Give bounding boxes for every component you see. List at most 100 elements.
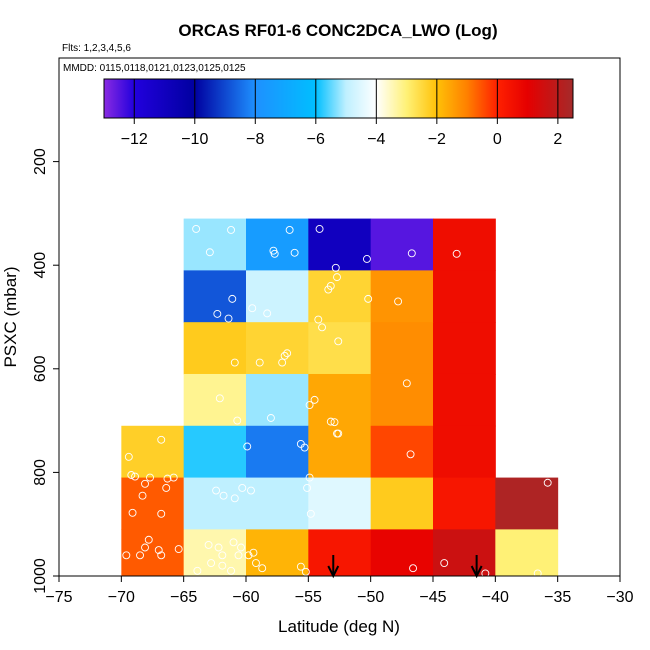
data-point bbox=[233, 416, 242, 425]
data-point bbox=[234, 551, 243, 560]
data-point bbox=[533, 569, 542, 576]
heatmap-cell bbox=[433, 218, 496, 271]
data-point bbox=[228, 294, 237, 303]
data-point bbox=[169, 473, 178, 482]
data-point bbox=[230, 494, 239, 503]
data-point bbox=[263, 309, 272, 318]
data-point bbox=[141, 479, 149, 488]
heatmap-cell bbox=[495, 529, 559, 576]
x-tick-label: −65 bbox=[170, 589, 197, 606]
data-point bbox=[314, 315, 323, 324]
data-point bbox=[407, 249, 416, 258]
heatmap-cell bbox=[308, 322, 372, 375]
data-point bbox=[258, 564, 267, 573]
data-point bbox=[218, 561, 227, 570]
data-point bbox=[440, 559, 449, 567]
colorbar-tick-label: 0 bbox=[493, 131, 502, 148]
heatmap-cells bbox=[121, 218, 559, 576]
colorbar-tick-label: −10 bbox=[181, 131, 208, 148]
data-point bbox=[154, 546, 163, 555]
data-point bbox=[157, 509, 166, 518]
data-point bbox=[237, 543, 245, 552]
data-point bbox=[249, 548, 258, 557]
data-point bbox=[334, 337, 343, 346]
data-point bbox=[157, 435, 166, 444]
x-tick-label: −45 bbox=[419, 589, 446, 606]
data-point bbox=[278, 358, 287, 367]
data-point bbox=[218, 551, 227, 560]
heatmap-cell bbox=[183, 477, 247, 530]
data-point bbox=[224, 314, 233, 323]
data-point bbox=[247, 486, 255, 495]
heatmap-cell bbox=[308, 373, 372, 427]
heatmap-cell bbox=[308, 218, 372, 271]
data-point bbox=[230, 358, 239, 367]
data-point bbox=[364, 294, 373, 303]
data-point bbox=[301, 567, 310, 576]
x-tick-label: −35 bbox=[544, 589, 571, 606]
heatmap-cell bbox=[183, 425, 247, 479]
data-point bbox=[127, 471, 136, 479]
x-tick-label: −40 bbox=[482, 589, 509, 606]
colorbar-tick-label: −8 bbox=[246, 131, 264, 148]
data-point bbox=[215, 394, 224, 403]
chart-title: ORCAS RF01-6 CONC2DCA_LWO (Log) bbox=[178, 21, 497, 40]
data-point bbox=[303, 483, 312, 492]
x-tick-label: −75 bbox=[45, 589, 72, 606]
heatmap-cell bbox=[308, 529, 372, 576]
data-point bbox=[157, 551, 166, 560]
data-point bbox=[248, 304, 257, 313]
data-point bbox=[131, 472, 139, 481]
data-point bbox=[326, 417, 335, 426]
heatmap-cell bbox=[370, 477, 434, 530]
data-point bbox=[326, 281, 335, 290]
heatmap-cell bbox=[370, 425, 434, 479]
y-tick-label: 1000 bbox=[32, 558, 49, 594]
flights-note: Flts: 1,2,3,4,5,6 bbox=[62, 43, 131, 54]
data-point bbox=[394, 297, 403, 306]
data-point bbox=[481, 569, 490, 576]
observation-points bbox=[122, 224, 552, 576]
x-tick-label: −70 bbox=[108, 589, 135, 606]
heatmap-cell bbox=[433, 322, 496, 375]
data-point bbox=[315, 224, 324, 233]
heatmap-cell bbox=[370, 373, 434, 427]
heatmap-cell bbox=[308, 477, 372, 530]
data-point bbox=[283, 349, 292, 358]
data-point bbox=[207, 559, 216, 567]
y-tick-label: 400 bbox=[32, 252, 49, 279]
data-point bbox=[255, 358, 264, 367]
data-point bbox=[214, 543, 223, 552]
heatmap-cell bbox=[246, 477, 309, 530]
data-point bbox=[193, 566, 202, 575]
heatmap-cell bbox=[121, 477, 185, 530]
data-point bbox=[280, 351, 289, 360]
data-point bbox=[163, 474, 172, 483]
data-point bbox=[543, 478, 552, 487]
heatmap-cell bbox=[433, 270, 496, 323]
data-point bbox=[174, 545, 183, 554]
colorbar-tick-label: 2 bbox=[553, 131, 562, 148]
heatmap-cell bbox=[246, 322, 309, 375]
data-point bbox=[290, 248, 299, 257]
heatmap-cell bbox=[183, 529, 247, 576]
data-point bbox=[305, 401, 314, 410]
plot-frame bbox=[58, 57, 621, 577]
data-point bbox=[162, 483, 171, 492]
data-point bbox=[227, 226, 235, 234]
heatmap-cell bbox=[308, 270, 372, 323]
heatmap-cell bbox=[121, 425, 185, 479]
data-point bbox=[212, 486, 221, 495]
heatmap-cell bbox=[433, 373, 496, 427]
x-tick-label: −30 bbox=[606, 589, 633, 606]
x-axis: −75 −70 −65 −60 −55 −50 −45 −40 −35 −30 bbox=[45, 576, 634, 606]
data-point bbox=[192, 224, 201, 233]
heatmap-cell bbox=[183, 322, 247, 375]
data-point bbox=[300, 443, 309, 452]
heatmap-cell bbox=[370, 270, 434, 323]
data-point bbox=[285, 226, 294, 234]
data-point bbox=[244, 551, 253, 560]
data-point bbox=[243, 442, 252, 451]
heatmap-cell bbox=[370, 529, 434, 576]
data-point bbox=[213, 309, 222, 318]
